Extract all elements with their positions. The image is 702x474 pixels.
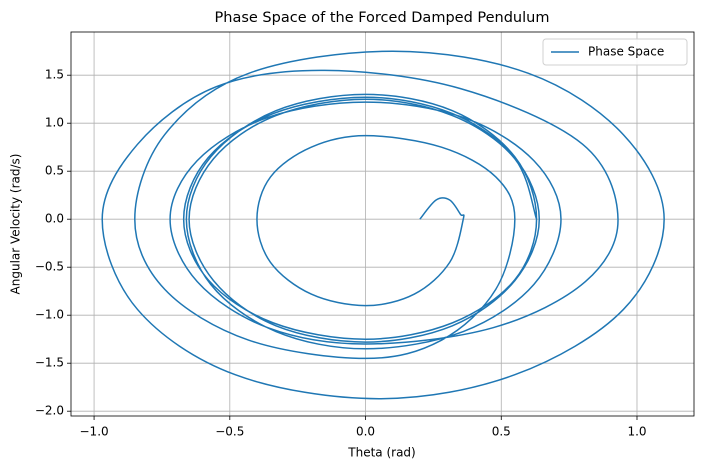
x-tick-label: 0.0 bbox=[356, 425, 375, 439]
y-tick-label: −1.5 bbox=[35, 356, 64, 370]
plot-frame bbox=[70, 31, 695, 417]
x-tick-label: −0.5 bbox=[215, 425, 244, 439]
x-tick-label: 0.5 bbox=[492, 425, 511, 439]
y-tick-label: 0.0 bbox=[45, 212, 64, 226]
x-tick-label: 1.0 bbox=[627, 425, 646, 439]
x-tick-label: −1.0 bbox=[80, 425, 109, 439]
y-tick-label: −0.5 bbox=[35, 260, 64, 274]
y-axis-label: Angular Velocity (rad/s) bbox=[9, 154, 23, 295]
line bbox=[101, 50, 665, 400]
y-tick-label: 1.5 bbox=[45, 68, 64, 82]
legend-label: Phase Space bbox=[588, 45, 664, 59]
y-tick-label: −1.0 bbox=[35, 308, 64, 322]
y-tick-label: 0.5 bbox=[45, 164, 64, 178]
legend-box bbox=[542, 38, 688, 66]
x-axis-label: Theta (rad) bbox=[347, 446, 415, 460]
y-tick-label: −2.0 bbox=[35, 404, 64, 418]
y-tick-label: 1.0 bbox=[45, 116, 64, 130]
chart-title: Phase Space of the Forced Damped Pendulu… bbox=[215, 10, 550, 26]
